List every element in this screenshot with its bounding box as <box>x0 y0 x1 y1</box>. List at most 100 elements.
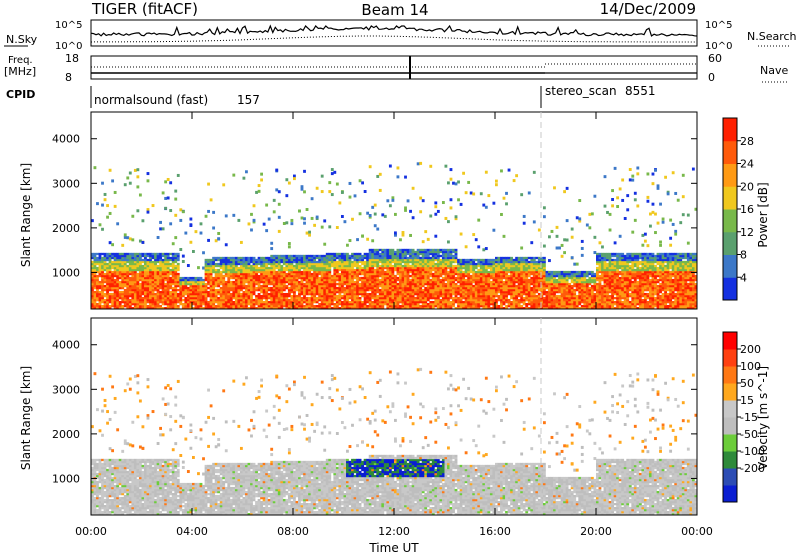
power-cell <box>325 280 329 284</box>
power-cell <box>507 168 511 172</box>
power-cell <box>154 258 157 262</box>
power-cell <box>214 290 218 294</box>
power-cell <box>144 256 147 260</box>
power-cell <box>320 260 324 264</box>
power-cell <box>204 304 208 308</box>
power-cell <box>399 256 402 260</box>
power-cell <box>537 302 541 306</box>
power-cell <box>358 286 362 290</box>
power-cell <box>477 306 481 310</box>
power-cell <box>111 294 115 298</box>
power-cell <box>459 262 463 266</box>
power-cell <box>149 306 152 310</box>
power-cell <box>272 278 276 282</box>
power-cell <box>452 292 455 296</box>
power-cell <box>527 274 531 278</box>
power-cell <box>232 272 236 276</box>
power-cell <box>346 256 349 260</box>
power-cell <box>472 264 476 268</box>
power-cell <box>510 288 513 292</box>
power-cell <box>194 306 198 310</box>
power-cell <box>267 280 271 284</box>
power-cell <box>348 282 352 286</box>
power-cell <box>156 256 160 260</box>
power-cell <box>502 298 506 302</box>
power-cell <box>179 280 183 284</box>
power-cell <box>394 252 397 256</box>
power-cell <box>495 286 498 290</box>
power-cell <box>171 260 175 264</box>
power-cell <box>431 264 435 268</box>
power-cell <box>293 174 296 178</box>
power-cell <box>452 260 455 264</box>
power-cell <box>138 239 142 243</box>
power-cell <box>313 296 317 300</box>
power-cell <box>151 294 155 298</box>
power-cell <box>224 298 228 302</box>
power-cell <box>91 268 94 272</box>
power-cell <box>287 304 291 308</box>
power-cell <box>340 258 344 262</box>
power-cell <box>169 296 173 300</box>
power-cell <box>472 298 476 302</box>
power-cell <box>474 264 478 268</box>
power-cell <box>449 274 453 278</box>
power-cell <box>399 298 402 302</box>
power-cell <box>290 278 294 282</box>
power-cell <box>346 264 349 268</box>
power-cell <box>179 286 183 290</box>
power-cell <box>144 270 147 274</box>
power-cell <box>320 296 324 300</box>
power-cell <box>330 262 334 266</box>
power-cell <box>457 268 460 272</box>
power-cell <box>146 210 150 214</box>
power-cell <box>530 262 534 266</box>
power-cell <box>154 288 157 292</box>
power-cell <box>431 268 435 272</box>
power-cell <box>330 284 334 288</box>
power-cell <box>171 288 175 292</box>
power-cell <box>212 298 216 302</box>
power-cell <box>394 274 397 278</box>
power-cell <box>469 280 473 284</box>
power-cell <box>293 304 296 308</box>
power-cell <box>441 248 445 252</box>
power-cell <box>131 276 135 280</box>
power-cell <box>91 266 94 270</box>
power-cell <box>96 270 99 274</box>
power-cell <box>452 270 455 274</box>
power-cell <box>116 302 120 306</box>
power-cell <box>141 258 145 262</box>
power-cell <box>553 280 556 284</box>
power-cell <box>553 278 556 282</box>
power-cell <box>328 254 332 258</box>
power-cell <box>98 268 102 272</box>
power-cell <box>358 292 362 296</box>
power-cell <box>325 270 329 274</box>
power-cell <box>209 270 213 274</box>
power-cell <box>406 292 410 296</box>
power-cell <box>540 300 544 304</box>
power-cell <box>202 298 205 302</box>
power-cell <box>96 284 99 288</box>
power-cell <box>361 270 364 274</box>
power-cell <box>176 288 180 292</box>
power-cell <box>469 306 473 310</box>
power-cell <box>361 258 364 262</box>
power-cell <box>426 274 430 278</box>
power-cell <box>459 304 463 308</box>
power-cell <box>431 290 435 294</box>
power-cell <box>371 286 375 290</box>
power-cell <box>310 296 314 300</box>
power-cell <box>111 274 115 278</box>
power-cell <box>222 280 226 284</box>
power-cell <box>154 282 157 286</box>
power-cell <box>239 298 243 302</box>
power-cell <box>308 270 311 274</box>
power-cell <box>330 276 334 280</box>
power-cell <box>98 306 102 310</box>
power-cell <box>320 258 324 262</box>
power-cell <box>510 272 513 276</box>
power-cell <box>424 252 428 256</box>
power-cell <box>285 258 289 262</box>
